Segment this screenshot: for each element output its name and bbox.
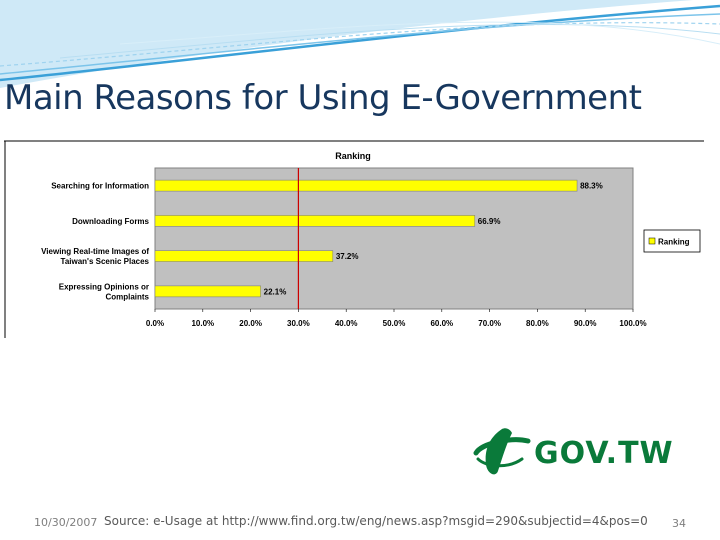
bar (154, 179, 578, 192)
gov-tw-logo: GOV.TW (473, 428, 674, 475)
bar-value-label: 37.2% (336, 252, 359, 261)
x-tick-label: 60.0% (430, 319, 453, 328)
x-tick-label: 0.0% (146, 319, 164, 328)
x-tick-label: 100.0% (619, 319, 646, 328)
category-label: Viewing Real-time Images of (41, 247, 149, 256)
bar (154, 215, 476, 227)
chart-container: Ranking 88.3% 66.9% 37.2% 22.1% Searching f… (4, 140, 704, 338)
legend-swatch (648, 237, 656, 245)
x-tick-label: 30.0% (287, 319, 310, 328)
category-label: Downloading Forms (72, 217, 149, 226)
x-tick-label: 80.0% (526, 319, 549, 328)
footer-date: 10/30/2007 (34, 516, 98, 529)
x-tick-label: 20.0% (239, 319, 262, 328)
bar-value-label: 88.3% (580, 182, 603, 191)
x-tick-label: 90.0% (574, 319, 597, 328)
footer-source: Source: e-Usage at http://www.find.org.t… (104, 514, 648, 528)
bar (154, 285, 261, 298)
x-tick-label: 10.0% (191, 319, 214, 328)
category-label: Taiwan's Scenic Places (61, 257, 150, 266)
legend-box (643, 229, 701, 253)
bar-value-label: 22.1% (264, 287, 287, 296)
category-label: Expressing Opinions or (59, 282, 149, 291)
category-label: Searching for Information (51, 182, 149, 191)
x-tick-label: 40.0% (335, 319, 358, 328)
bar-chart: Ranking 88.3% 66.9% 37.2% 22.1% Searching f… (4, 140, 704, 338)
bar-value-label: 66.9% (478, 217, 501, 226)
legend: Ranking (643, 229, 701, 253)
plot-area (154, 167, 634, 310)
legend-label: Ranking (658, 238, 690, 247)
page-number: 34 (672, 517, 686, 530)
category-label: Complaints (105, 292, 149, 301)
x-tick-label: 70.0% (478, 319, 501, 328)
chart-title: Ranking (335, 151, 371, 161)
bar (154, 250, 334, 262)
slide-title: Main Reasons for Using E-Government (4, 78, 642, 118)
x-tick-label: 50.0% (383, 319, 406, 328)
header-swoosh-decoration (0, 0, 720, 88)
svg-text:GOV.TW: GOV.TW (534, 436, 674, 471)
